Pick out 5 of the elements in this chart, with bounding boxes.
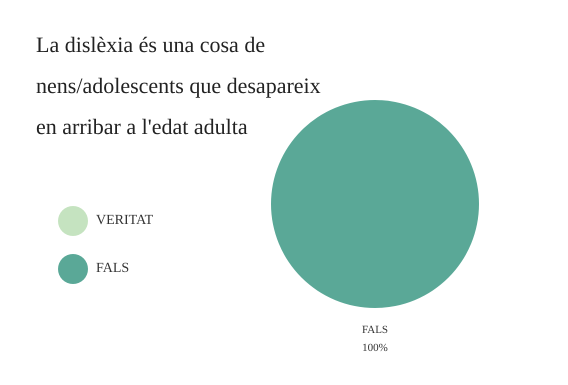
data-label: 100% [362, 342, 388, 354]
legend-label: FALS [96, 261, 130, 277]
slice-label: FALS [362, 324, 388, 336]
legend-label: VERITAT [96, 213, 154, 229]
chart-title: La dislèxia és una cosa de nens/adolescents que desapareix en arribar a l'edat adulta [36, 31, 322, 141]
